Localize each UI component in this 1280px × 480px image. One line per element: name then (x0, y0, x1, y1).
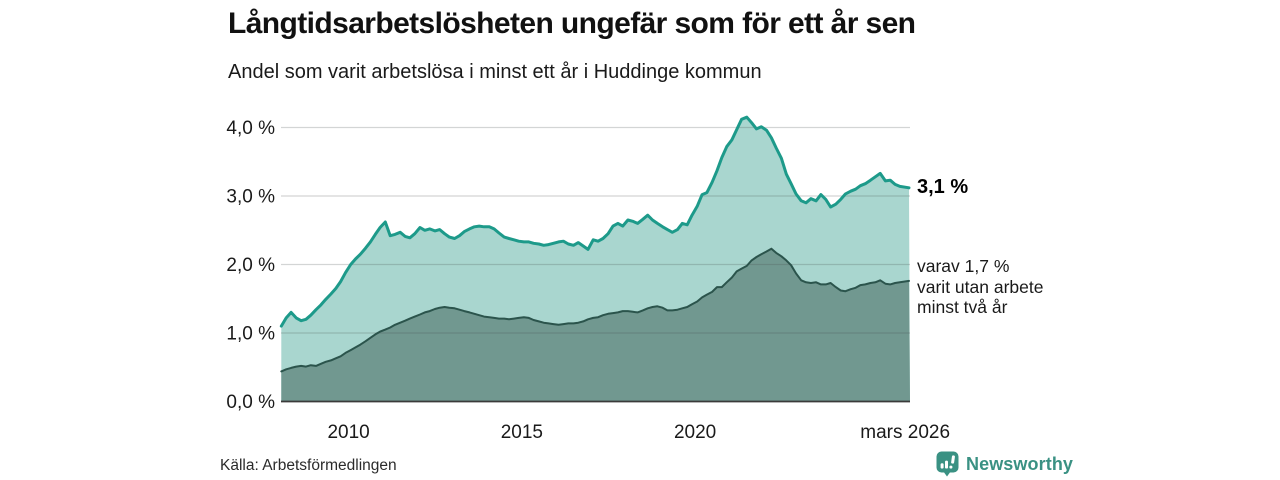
chart-title: Långtidsarbetslösheten ungefär som för e… (228, 7, 916, 40)
area-series-2 (281, 248, 910, 402)
newsworthy-logo: Newsworthy (936, 451, 1073, 477)
x-tick-label: 2020 (674, 422, 716, 443)
x-tick-label: 2010 (327, 422, 369, 443)
y-tick-label: 0,0 % (226, 392, 275, 413)
secondary-annotation-line: varit utan arbete (917, 276, 1044, 297)
latest-value-label: 3,1 % (917, 176, 969, 198)
secondary-annotation-line: minst två år (917, 297, 1008, 317)
chart-subtitle: Andel som varit arbetslösa i minst ett å… (228, 61, 762, 83)
source-attribution: Källa: Arbetsförmedlingen (220, 457, 397, 474)
y-tick-label: 1,0 % (226, 324, 275, 345)
y-tick-label: 4,0 % (226, 118, 275, 139)
secondary-annotation-line: varav 1,7 % (917, 256, 1010, 276)
newsworthy-logo-icon (936, 451, 959, 477)
line-series-1 (279, 115, 911, 328)
x-tick-label: 2015 (501, 422, 543, 443)
y-tick-label: 3,0 % (226, 187, 275, 208)
secondary-value-annotation: varav 1,7 % varit utan arbete minst två … (917, 256, 1043, 318)
x-tick-label: mars 2026 (860, 422, 950, 443)
y-tick-label: 2,0 % (226, 255, 275, 276)
newsworthy-wordmark: Newsworthy (966, 453, 1074, 474)
line-series-2 (280, 247, 910, 373)
